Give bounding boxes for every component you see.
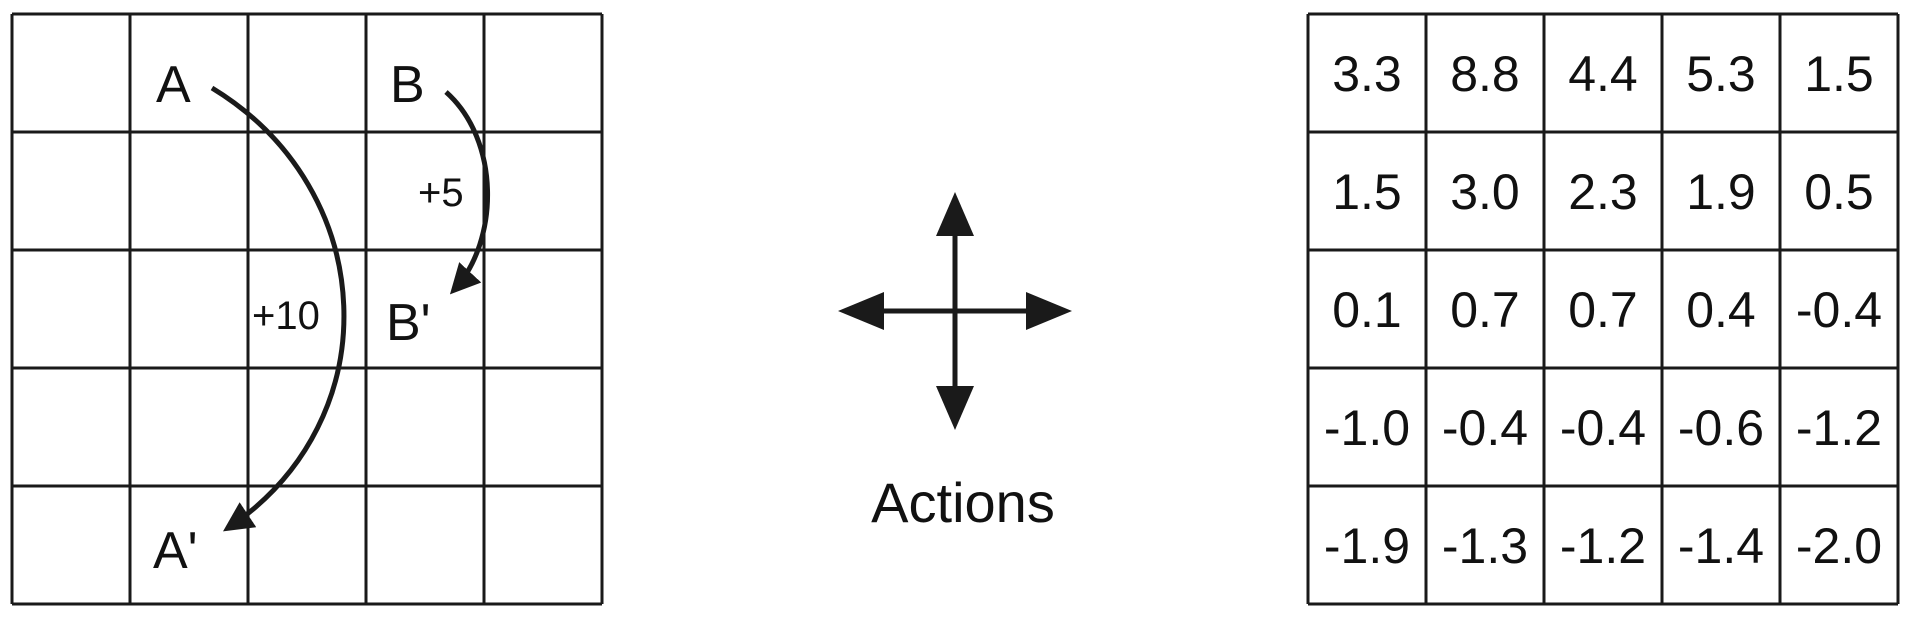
- jump-arrow-a-to-a-prime: [210, 85, 347, 532]
- value-cell: -0.4: [1796, 282, 1882, 338]
- state-b-prime-label: B': [386, 294, 431, 352]
- value-cell: -0.4: [1560, 400, 1646, 456]
- reward-b-label: +5: [418, 171, 464, 215]
- state-a-label: A: [156, 56, 191, 114]
- value-cell: 0.4: [1686, 282, 1756, 338]
- value-cell: 4.4: [1568, 46, 1638, 102]
- jump-arrow-b-to-b-prime: [444, 90, 490, 295]
- value-cell: 3.3: [1332, 46, 1402, 102]
- state-b-label: B: [390, 56, 425, 114]
- value-cell: -0.4: [1442, 400, 1528, 456]
- value-cell: 0.7: [1568, 282, 1638, 338]
- value-cell: -2.0: [1796, 518, 1882, 574]
- gridworld-panel: A B B' A' +10 +5: [10, 12, 604, 606]
- value-table-cells: 3.3 8.8 4.4 5.3 1.5 1.5 3.0 2.3 1.9 0.5 0.1 0.7 0.7 0…: [1324, 46, 1882, 574]
- state-a-prime-label: A': [153, 522, 198, 580]
- right-arrow-icon: [1026, 292, 1072, 330]
- value-cell: 1.9: [1686, 164, 1756, 220]
- value-cell: 1.5: [1804, 46, 1874, 102]
- actions-label: Actions: [871, 471, 1055, 534]
- value-cell: -1.3: [1442, 518, 1528, 574]
- value-table-panel: 3.3 8.8 4.4 5.3 1.5 1.5 3.0 2.3 1.9 0.5 0.1 0.7 0.7 0…: [1306, 12, 1900, 606]
- gridworld-grid: [10, 12, 604, 606]
- reward-a-label: +10: [252, 294, 320, 338]
- value-cell: 8.8: [1450, 46, 1520, 102]
- value-cell: 3.0: [1450, 164, 1520, 220]
- value-cell: 0.1: [1332, 282, 1402, 338]
- value-cell: 5.3: [1686, 46, 1756, 102]
- value-cell: 1.5: [1332, 164, 1402, 220]
- value-cell: 0.5: [1804, 164, 1874, 220]
- value-cell: -1.2: [1796, 400, 1882, 456]
- value-cell: 0.7: [1450, 282, 1520, 338]
- value-cell: -1.9: [1324, 518, 1410, 574]
- left-arrow-icon: [838, 292, 884, 330]
- value-table-grid: [1306, 12, 1900, 606]
- value-cell: -1.0: [1324, 400, 1410, 456]
- up-arrow-icon: [936, 192, 974, 236]
- value-cell: -1.4: [1678, 518, 1764, 574]
- down-arrow-icon: [936, 386, 974, 430]
- value-cell: -1.2: [1560, 518, 1646, 574]
- value-cell: 2.3: [1568, 164, 1638, 220]
- value-cell: -0.6: [1678, 400, 1764, 456]
- actions-panel: Actions: [838, 192, 1072, 534]
